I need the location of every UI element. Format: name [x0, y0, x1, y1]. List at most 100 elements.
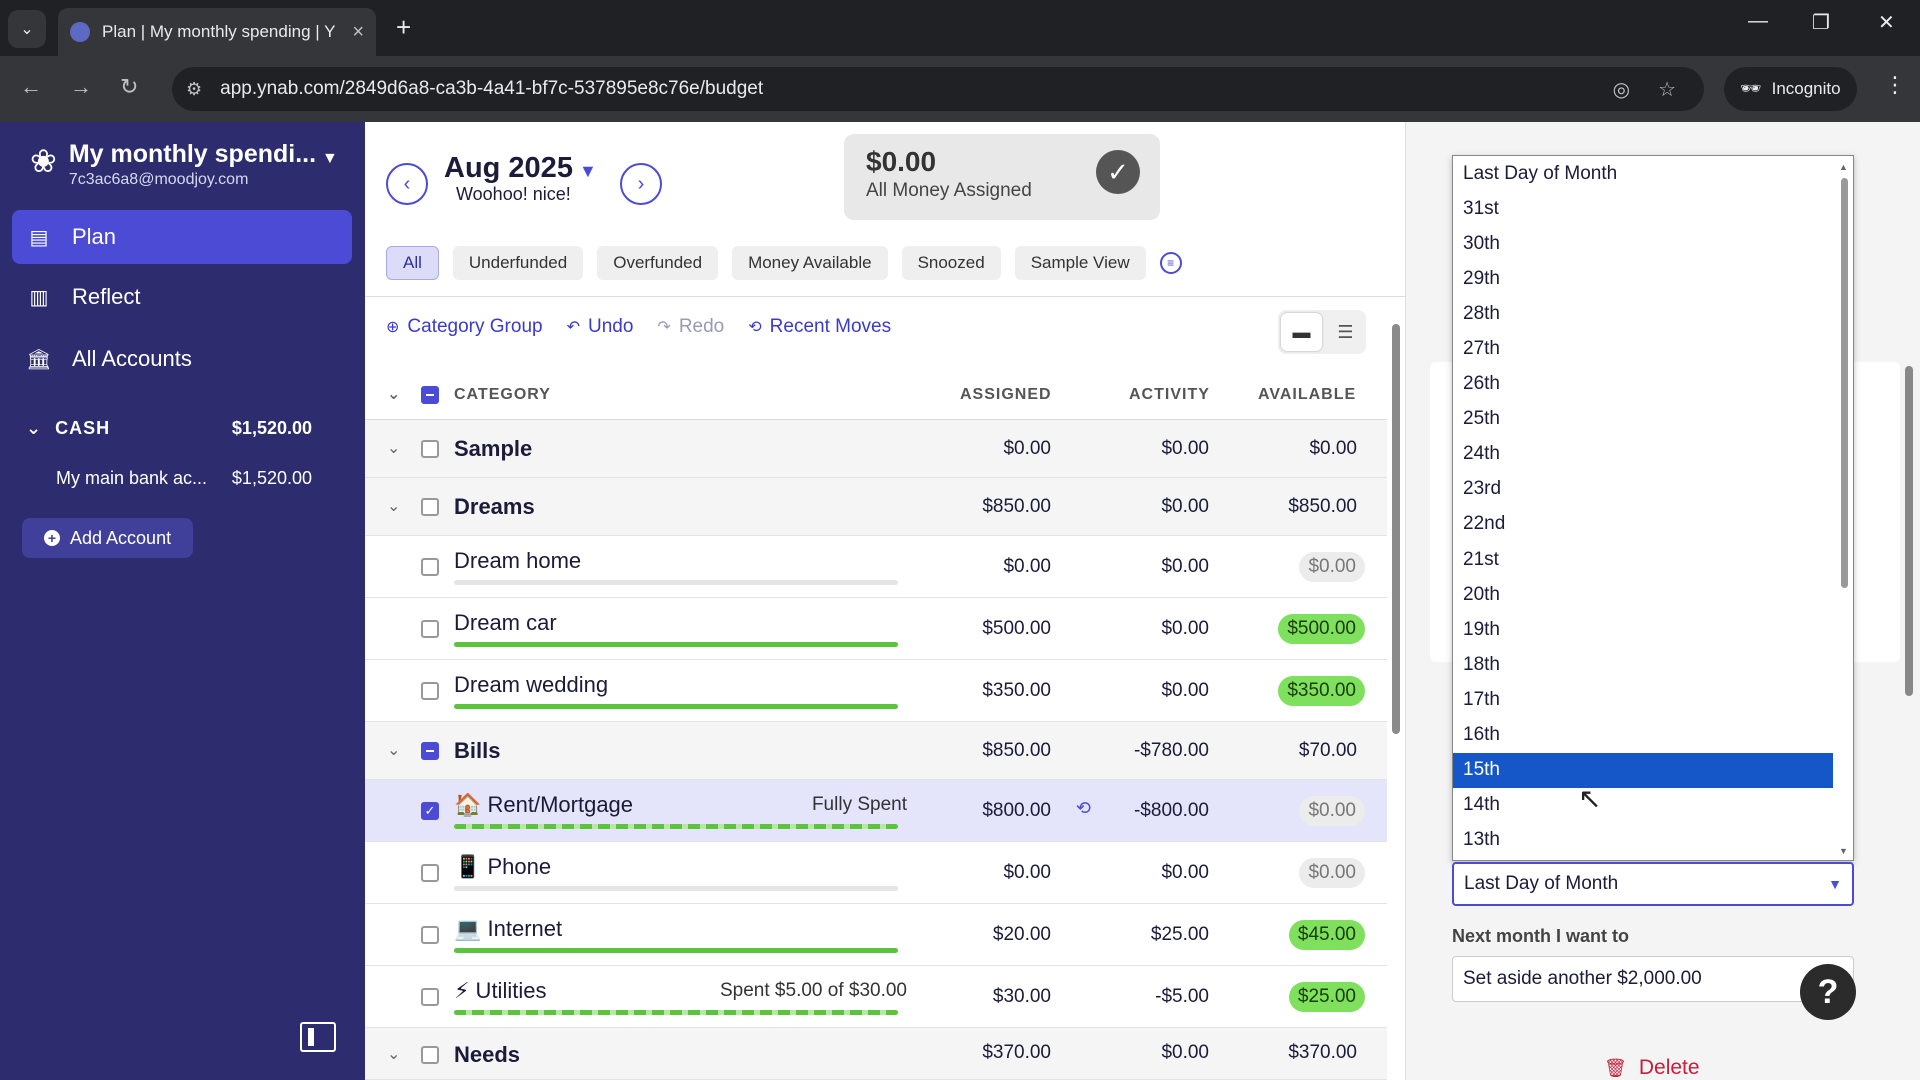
- assigned-value[interactable]: $370.00: [982, 1042, 1051, 1063]
- dropdown-option[interactable]: 25th: [1463, 408, 1500, 430]
- category-row[interactable]: 📱 Phone $0.00 $0.00 $0.00: [365, 842, 1387, 904]
- dropdown-option[interactable]: 17th: [1463, 688, 1500, 710]
- close-window-button[interactable]: ✕: [1878, 12, 1895, 34]
- collapse-sidebar-icon[interactable]: [300, 1022, 336, 1052]
- column-category[interactable]: CATEGORY: [454, 386, 551, 403]
- bookmark-star-icon[interactable]: ☆: [1658, 78, 1676, 101]
- chevron-down-icon[interactable]: ⌄: [387, 498, 401, 515]
- filter-underfunded[interactable]: Underfunded: [452, 246, 584, 280]
- forward-button[interactable]: →: [70, 74, 92, 99]
- account-group-cash[interactable]: ⌄ CASH $1,520.00: [26, 418, 312, 439]
- dropdown-scrollbar[interactable]: ▲ ▼: [1839, 162, 1849, 856]
- add-category-group-button[interactable]: ⊕ Category Group: [386, 316, 543, 338]
- browser-menu-icon[interactable]: ⋮: [1884, 72, 1906, 97]
- category-name[interactable]: ⚡ Utilities: [454, 978, 547, 1003]
- filter-sample-view[interactable]: Sample View: [1014, 246, 1146, 280]
- minimize-button[interactable]: —: [1748, 10, 1768, 32]
- assigned-value[interactable]: $350.00: [982, 680, 1051, 701]
- dropdown-option[interactable]: 14th: [1463, 794, 1500, 816]
- chevron-down-icon[interactable]: ⌄: [387, 742, 401, 759]
- undo-button[interactable]: ↶ Undo: [567, 316, 634, 338]
- category-name[interactable]: 💻 Internet: [454, 916, 563, 941]
- category-row[interactable]: Dream car $500.00 $0.00 $500.00: [365, 598, 1387, 660]
- available-pill[interactable]: $25.00: [1288, 982, 1365, 1012]
- browser-tab[interactable]: Plan | My monthly spending | Y ×: [58, 8, 376, 56]
- filter-all[interactable]: All: [386, 246, 439, 280]
- category-row[interactable]: Dream home $0.00 $0.00 $0.00: [365, 536, 1387, 598]
- budget-menu-caret-icon[interactable]: ▼: [322, 150, 338, 167]
- row-checkbox[interactable]: [421, 742, 439, 760]
- category-name[interactable]: Dream home: [454, 548, 582, 573]
- assigned-value[interactable]: $800.00: [982, 800, 1051, 821]
- dropdown-option[interactable]: 19th: [1463, 618, 1500, 640]
- dropdown-option[interactable]: 18th: [1463, 653, 1500, 675]
- scroll-up-icon[interactable]: ▲: [1839, 162, 1848, 172]
- budget-switcher[interactable]: ❀ My monthly spendi... 7c3ac6a8@moodjoy.…: [30, 140, 316, 189]
- filter-settings-icon[interactable]: ≡: [1159, 252, 1182, 274]
- assigned-value[interactable]: $0.00: [1003, 556, 1051, 577]
- history-icon[interactable]: ⟲: [1075, 798, 1091, 818]
- dropdown-option[interactable]: 31st: [1463, 197, 1499, 219]
- chevron-down-icon[interactable]: ⌄: [387, 1046, 401, 1063]
- dropdown-option[interactable]: 22nd: [1463, 513, 1506, 535]
- category-row[interactable]: ⚡ Utilities Spent $5.00 of $30.00 $30.00…: [365, 966, 1387, 1028]
- dropdown-option[interactable]: 16th: [1463, 724, 1500, 746]
- incognito-indicator[interactable]: 🕶 Incognito: [1724, 67, 1857, 111]
- category-group-row[interactable]: ⌄ Bills $850.00 -$780.00 $70.00: [365, 722, 1387, 780]
- row-checkbox[interactable]: [421, 864, 439, 882]
- available-pill[interactable]: $500.00: [1278, 614, 1365, 644]
- restore-button[interactable]: ❐: [1812, 12, 1830, 34]
- new-tab-button[interactable]: +: [396, 12, 412, 42]
- row-checkbox[interactable]: [421, 682, 439, 700]
- available-pill[interactable]: $0.00: [1299, 858, 1365, 888]
- help-button[interactable]: ?: [1800, 964, 1856, 1020]
- close-tab-icon[interactable]: ×: [352, 20, 364, 43]
- row-checkbox[interactable]: [421, 988, 439, 1006]
- category-name[interactable]: 🏠 Rent/Mortgage: [454, 792, 634, 817]
- delete-target-button[interactable]: 🗑 Delete: [1604, 1056, 1700, 1080]
- category-row[interactable]: 💻 Internet $20.00 $25.00 $45.00: [365, 904, 1387, 966]
- row-checkbox[interactable]: [421, 558, 439, 576]
- chevron-down-icon[interactable]: ⌄: [387, 440, 401, 457]
- category-row[interactable]: Dream wedding $350.00 $0.00 $350.00: [365, 660, 1387, 722]
- dropdown-option[interactable]: 30th: [1463, 232, 1500, 254]
- dropdown-option[interactable]: 28th: [1463, 302, 1500, 324]
- collapse-all-icon[interactable]: ⌄: [387, 386, 402, 403]
- column-assigned[interactable]: ASSIGNED: [960, 386, 1052, 403]
- row-checkbox[interactable]: [421, 440, 439, 458]
- dropdown-option[interactable]: 24th: [1463, 443, 1500, 465]
- filter-snoozed[interactable]: Snoozed: [901, 246, 1001, 280]
- next-month-select[interactable]: Set aside another $2,000.00: [1452, 956, 1854, 1002]
- budget-scrollbar[interactable]: [1390, 306, 1402, 1068]
- eye-off-icon[interactable]: ◎: [1612, 78, 1631, 101]
- category-group-row[interactable]: ⌄ Sample $0.00 $0.00 $0.00: [365, 420, 1387, 478]
- available-pill[interactable]: $350.00: [1278, 676, 1365, 706]
- inspector-scrollbar[interactable]: [1902, 300, 1916, 1070]
- compact-view-icon[interactable]: ☰: [1337, 321, 1354, 342]
- assigned-value[interactable]: $0.00: [1003, 438, 1051, 459]
- category-name[interactable]: 📱 Phone: [454, 854, 552, 879]
- recent-moves-button[interactable]: ⟲ Recent Moves: [748, 316, 891, 338]
- dropdown-option[interactable]: 29th: [1463, 267, 1500, 289]
- filter-money-available[interactable]: Money Available: [732, 246, 888, 280]
- assigned-value[interactable]: $500.00: [982, 618, 1051, 639]
- row-checkbox[interactable]: ✓: [421, 802, 439, 820]
- due-day-select[interactable]: Last Day of Month ▼: [1452, 862, 1854, 906]
- previous-month-button[interactable]: ‹: [386, 163, 428, 205]
- nav-reflect[interactable]: ▥ Reflect: [12, 270, 352, 324]
- dropdown-option[interactable]: 13th: [1463, 829, 1500, 851]
- assigned-value[interactable]: $850.00: [982, 496, 1051, 517]
- add-account-button[interactable]: + Add Account: [22, 518, 194, 558]
- account-item[interactable]: My main bank ac... $1,520.00: [56, 468, 312, 489]
- filter-overfunded[interactable]: Overfunded: [597, 246, 719, 280]
- assigned-value[interactable]: $0.00: [1003, 862, 1051, 883]
- assigned-value[interactable]: $20.00: [992, 924, 1051, 945]
- scroll-down-icon[interactable]: ▼: [1839, 846, 1848, 856]
- url-field[interactable]: ⚙ app.ynab.com/2849d6a8-ca3b-4a41-bf7c-5…: [172, 67, 1704, 111]
- column-available[interactable]: AVAILABLE: [1258, 386, 1357, 403]
- dropdown-option[interactable]: 15th: [1453, 752, 1833, 788]
- site-info-icon[interactable]: ⚙: [186, 78, 203, 99]
- category-name[interactable]: Dream wedding: [454, 672, 609, 697]
- redo-button[interactable]: ↷ Redo: [657, 316, 724, 338]
- select-all-checkbox[interactable]: [421, 386, 439, 404]
